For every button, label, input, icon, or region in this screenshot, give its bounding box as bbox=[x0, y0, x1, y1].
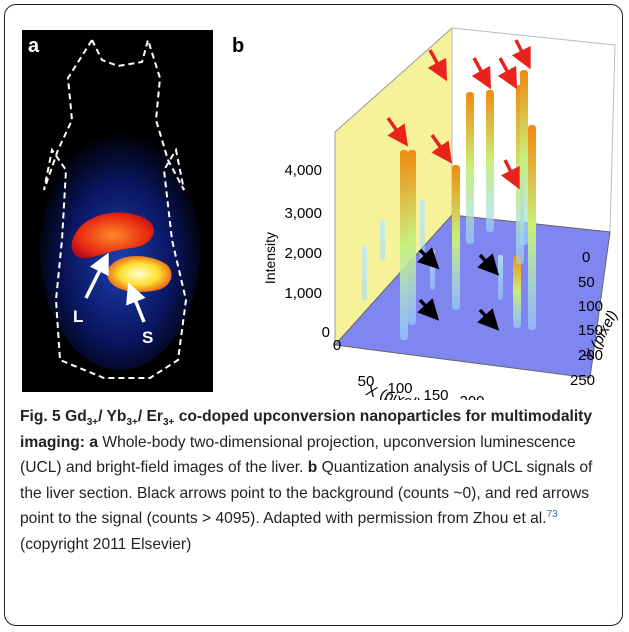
y-tick-label: 200 bbox=[578, 347, 603, 364]
spike bbox=[498, 255, 503, 300]
title-part: / Er bbox=[137, 408, 163, 425]
title-part: 3+ bbox=[163, 417, 175, 429]
liver-signal bbox=[71, 212, 154, 259]
y-tick-label: 150 bbox=[578, 322, 603, 339]
y-tick-label: 250 bbox=[570, 372, 595, 389]
x-tick-label: 250 bbox=[499, 399, 524, 400]
spike bbox=[513, 255, 521, 328]
figure-label: Fig. 5 bbox=[20, 408, 61, 425]
arrows bbox=[386, 39, 531, 331]
red-arrow bbox=[430, 133, 453, 164]
spike bbox=[420, 200, 425, 260]
spike bbox=[528, 125, 536, 330]
spike bbox=[362, 245, 367, 300]
spike bbox=[400, 150, 408, 340]
red-arrow bbox=[427, 49, 448, 82]
z-tick-label: 0 bbox=[322, 324, 330, 341]
panel-label: b bbox=[232, 35, 244, 57]
x-tick-label: 200 bbox=[459, 393, 484, 400]
spike bbox=[430, 250, 435, 290]
spike bbox=[486, 90, 494, 232]
x-tick-label: 150 bbox=[423, 387, 448, 400]
x-tick-label: 50 bbox=[358, 373, 375, 390]
title-part: 3+ bbox=[86, 417, 99, 429]
part-text: Quantization analysis of UCL signals of … bbox=[20, 459, 593, 528]
red-arrow bbox=[497, 57, 518, 90]
tick-labels: 4,0003,0002,0001,00000501001502002500501… bbox=[284, 162, 603, 400]
spike bbox=[520, 70, 528, 245]
black-arrow bbox=[417, 247, 440, 270]
z-axis-title: Intensity bbox=[262, 232, 278, 284]
part-text: Whole-body two-dimensional projection, u… bbox=[20, 433, 576, 477]
red-arrow bbox=[500, 159, 520, 190]
y-tick-label: 0 bbox=[582, 249, 590, 266]
title-part: / Yb bbox=[98, 408, 127, 425]
z-tick-label: 3,000 bbox=[284, 205, 322, 222]
spike bbox=[466, 92, 474, 244]
spleen-arrow bbox=[126, 282, 146, 323]
spleen-label: S bbox=[142, 328, 153, 347]
y-tick-label: 100 bbox=[578, 298, 603, 315]
part-label: a bbox=[89, 433, 99, 451]
body-outline bbox=[43, 36, 188, 379]
glow bbox=[40, 130, 200, 370]
title-part: co-doped upconversion nanoparticles for … bbox=[20, 408, 593, 451]
figure-panels: a L S b Intensity X (pixel) Y (pixel) 4,… bbox=[22, 26, 621, 400]
black-arrow bbox=[477, 253, 500, 276]
z-tick-label: 1,000 bbox=[284, 285, 322, 302]
caption: Fig. 5 Gd3+/ Yb3+/ Er3+ co-doped upconve… bbox=[20, 404, 612, 558]
part-label: b bbox=[307, 459, 318, 477]
spike bbox=[452, 165, 460, 310]
spleen-signal bbox=[107, 256, 172, 292]
red-arrow bbox=[471, 57, 492, 90]
spike bbox=[408, 150, 416, 325]
panel-b: b Intensity X (pixel) Y (pixel) 4,0003,0… bbox=[232, 26, 621, 400]
title: Gd3+/ Yb3+/ Er3+ co-doped upconversion n… bbox=[20, 408, 592, 451]
z-tick-label: 2,000 bbox=[284, 245, 322, 262]
x-tick-label: 0 bbox=[333, 337, 341, 354]
red-arrow bbox=[511, 39, 531, 70]
spike bbox=[380, 220, 385, 260]
copyright: (copyright 2011 Elsevier) bbox=[20, 535, 192, 553]
red-arrow bbox=[386, 116, 409, 147]
figure-frame bbox=[4, 4, 623, 626]
panel-label: a bbox=[28, 35, 40, 57]
black-arrow bbox=[417, 298, 440, 321]
title-part: Gd bbox=[65, 408, 87, 425]
black-arrow bbox=[477, 308, 500, 331]
y-tick-label: 50 bbox=[578, 274, 595, 291]
reference: 73 bbox=[546, 509, 558, 521]
panel-a: a L S bbox=[22, 30, 213, 392]
liver-arrow bbox=[84, 252, 109, 299]
x-tick-label: 100 bbox=[387, 380, 412, 397]
title-part: 3+ bbox=[126, 417, 138, 429]
z-tick-label: 4,000 bbox=[284, 162, 322, 179]
liver-label: L bbox=[73, 307, 83, 326]
